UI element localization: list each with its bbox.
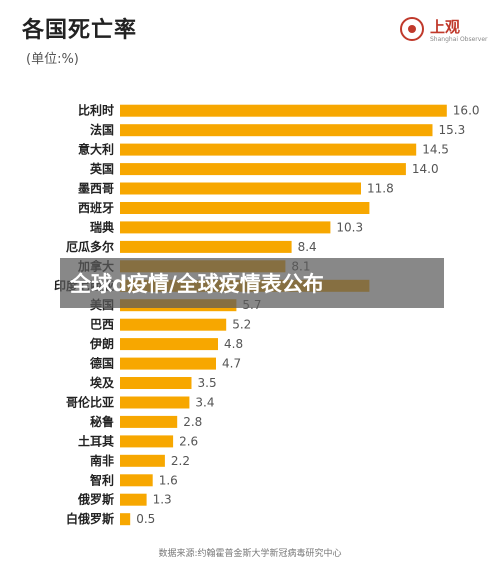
bar-22 — [120, 513, 131, 526]
bar-4 — [120, 163, 406, 176]
value-label: 0.5 — [136, 512, 155, 526]
category-label: 埃及 — [90, 375, 115, 390]
banner-text: 全球d疫情/全球疫情表公布 — [70, 272, 324, 296]
category-label: 瑞典 — [90, 219, 114, 234]
bar-6 — [120, 202, 370, 214]
category-label: 南非 — [90, 453, 114, 468]
category-label: 德国 — [90, 356, 114, 371]
value-label: 4.8 — [224, 337, 243, 351]
category-label: 法国 — [90, 122, 114, 137]
category-label: 俄罗斯 — [77, 492, 114, 507]
logo: 上观 Shanghai Observer — [400, 16, 487, 46]
chart-subtitle: (单位:%) — [26, 52, 79, 67]
category-label: 白俄罗斯 — [66, 511, 114, 526]
category-label: 巴西 — [90, 318, 114, 332]
value-label: 2.2 — [171, 454, 190, 468]
bar-8 — [120, 240, 292, 253]
bar-21 — [120, 493, 147, 506]
category-label: 智利 — [89, 472, 114, 487]
bar-12 — [120, 318, 227, 331]
bar-15 — [120, 377, 192, 389]
value-label: 1.6 — [159, 473, 178, 487]
value-label: 5.2 — [232, 318, 251, 332]
bar-18 — [120, 435, 174, 448]
category-label: 比利时 — [78, 103, 114, 118]
value-label: 14.5 — [422, 143, 449, 157]
category-label: 土耳其 — [78, 433, 114, 448]
value-label: 3.4 — [195, 396, 214, 410]
bar-19 — [120, 454, 165, 467]
bar-20 — [120, 474, 153, 487]
value-label: 3.5 — [198, 376, 217, 390]
value-label: 8.4 — [298, 240, 317, 254]
bar-5 — [120, 182, 361, 195]
category-label: 意大利 — [78, 142, 114, 157]
logo-name: 上观 — [430, 18, 461, 36]
value-label: 14.0 — [412, 162, 439, 176]
bar-1 — [120, 104, 447, 117]
overlay-banner: 全球d疫情/全球疫情表公布 — [60, 258, 444, 308]
bar-14 — [120, 357, 216, 370]
logo-subtitle: Shanghai Observer — [430, 36, 488, 43]
logo-icon — [400, 17, 424, 41]
category-label: 伊朗 — [89, 336, 114, 351]
value-label: 15.3 — [439, 123, 466, 137]
category-label: 墨西哥 — [78, 182, 114, 196]
bar-2 — [120, 124, 433, 137]
data-source: 数据来源:约翰霍普金斯大学新冠病毒研究中心 — [158, 549, 342, 559]
value-label: 2.8 — [183, 415, 202, 429]
value-label: 10.3 — [336, 220, 363, 234]
category-label: 哥伦比亚 — [66, 395, 114, 410]
category-label: 厄瓜多尔 — [66, 239, 114, 254]
value-label: 2.6 — [179, 434, 198, 448]
category-label: 英国 — [90, 161, 114, 176]
value-label: 1.3 — [153, 493, 172, 507]
category-label: 西班牙 — [78, 200, 114, 215]
bar-16 — [120, 396, 190, 409]
bar-17 — [120, 415, 178, 428]
value-label: 16.0 — [453, 104, 480, 118]
value-label: 4.7 — [222, 357, 241, 371]
bar-3 — [120, 143, 417, 156]
value-label: 11.8 — [367, 182, 394, 196]
chart-title: 各国死亡率 — [22, 18, 138, 43]
bar-13 — [120, 338, 218, 351]
category-label: 秘鲁 — [90, 414, 114, 429]
bar-7 — [120, 221, 331, 234]
